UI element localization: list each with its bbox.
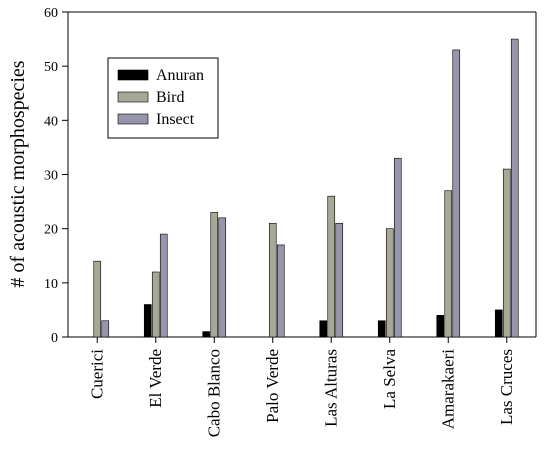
y-tick-label: 0 <box>51 331 58 346</box>
bar-insect-0 <box>101 320 110 338</box>
bar-insect-5 <box>393 157 402 338</box>
bar-anuran-6 <box>436 315 445 338</box>
bar-bird-2 <box>210 212 219 338</box>
bar-anuran-5 <box>377 320 386 338</box>
bar-bird-4 <box>327 195 336 338</box>
bar-insect-4 <box>335 222 344 338</box>
x-category-label: Las Cruces <box>497 349 516 425</box>
y-tick-label: 10 <box>44 277 58 292</box>
x-category-label: Amarakaeri <box>438 349 457 430</box>
bar-bird-0 <box>93 260 102 338</box>
bar-bird-1 <box>151 271 160 338</box>
bar-anuran-2 <box>202 331 211 338</box>
bar-bird-3 <box>268 222 277 338</box>
x-category-label: Cuerici <box>87 349 106 399</box>
bar-anuran-4 <box>319 320 328 338</box>
legend-swatch-anuran <box>117 69 149 81</box>
y-axis-title: # of acoustic morphospecies <box>7 60 29 287</box>
legend-label: Anuran <box>156 67 204 84</box>
legend: Anuran Bird Insect <box>107 57 219 139</box>
y-tick-label: 60 <box>44 6 58 21</box>
legend-swatch-bird <box>117 91 149 103</box>
x-category-label: Cabo Blanco <box>204 349 223 437</box>
bar-insect-7 <box>510 38 519 338</box>
bar-anuran-7 <box>494 309 503 338</box>
bar-bird-5 <box>385 228 394 338</box>
x-category-label: El Verde <box>146 349 165 408</box>
y-tick-label: 20 <box>44 223 58 238</box>
x-category-label: La Selva <box>380 349 399 409</box>
bar-insect-3 <box>276 244 285 338</box>
legend-swatch-insect <box>117 113 149 125</box>
bar-anuran-1 <box>143 304 152 338</box>
legend-label: Bird <box>156 89 184 106</box>
y-tick-label: 50 <box>44 60 58 75</box>
legend-label: Insect <box>156 111 195 128</box>
y-tick-label: 30 <box>44 169 58 184</box>
bar-insect-2 <box>218 217 227 338</box>
bar-insect-1 <box>159 233 168 338</box>
bar-bird-7 <box>502 168 511 338</box>
y-tick-label: 40 <box>44 114 58 129</box>
plot-area: 0 10 20 30 40 50 60 Cuerici El Verde Cabo Blanco P… <box>44 6 537 437</box>
bar-insect-6 <box>452 49 461 338</box>
bar-bird-6 <box>444 190 453 338</box>
x-category-label: Palo Verde <box>263 349 282 423</box>
x-category-label: Las Alturas <box>321 349 340 427</box>
